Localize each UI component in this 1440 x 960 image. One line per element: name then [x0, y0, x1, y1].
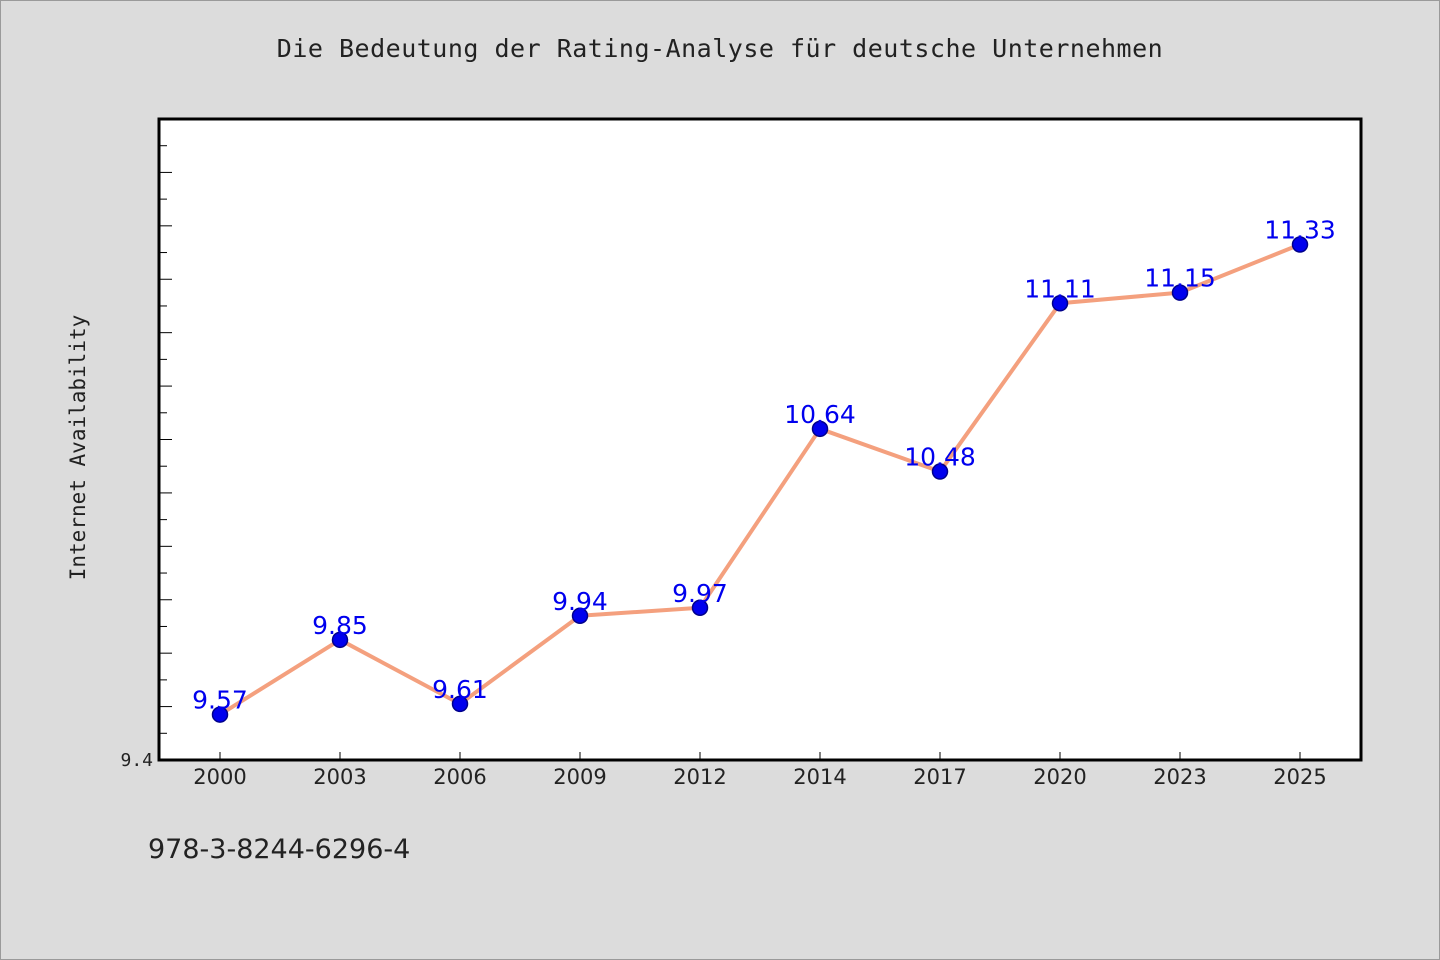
x-tick-label: 2003 [313, 765, 366, 789]
x-tick-label: 2009 [553, 765, 606, 789]
data-label: 9.97 [672, 579, 728, 608]
plot-area [159, 119, 1361, 760]
data-point [1051, 295, 1069, 312]
data-point [1171, 284, 1189, 301]
data-label: 9.94 [552, 587, 608, 616]
data-label: 11.33 [1264, 216, 1336, 245]
series-line-group [218, 242, 1302, 717]
data-labels: 9.57 9.85 9.61 9.94 9.97 10.64 10.48 11.11 11.15… [192, 216, 1336, 715]
isbn-text: 978-3-8244-6296-4 [148, 834, 411, 865]
chart-title: Die Bedeutung der Rating-Analyse für deu… [276, 34, 1164, 63]
plot-frame [157, 117, 1363, 762]
data-label: 10.48 [904, 443, 976, 472]
data-point [1291, 236, 1309, 253]
data-point [691, 599, 709, 617]
y-tick-labels: 9.4 [120, 750, 153, 771]
data-point [451, 695, 469, 713]
data-label: 11.11 [1024, 274, 1096, 303]
x-tick-label: 2020 [1033, 765, 1086, 789]
data-point [571, 607, 589, 625]
series-line [218, 242, 1302, 717]
data-markers [211, 236, 1309, 723]
data-label: 9.57 [192, 686, 248, 715]
data-point [811, 420, 829, 438]
x-tick-label: 2023 [1153, 765, 1206, 789]
x-tick-label: 2014 [793, 765, 846, 789]
data-point [211, 706, 229, 723]
x-tick-label: 2000 [193, 765, 246, 789]
x-tick-label: 2006 [433, 765, 486, 789]
data-label: 9.61 [432, 675, 488, 704]
x-tick-label: 2025 [1273, 765, 1326, 789]
data-point [331, 631, 349, 649]
data-label: 10.64 [784, 400, 856, 429]
data-label: 9.85 [312, 611, 368, 640]
data-label: 11.15 [1144, 264, 1216, 293]
data-point [931, 463, 949, 480]
x-tick-label: 2017 [913, 765, 966, 789]
x-tick-labels: 2000 2003 2006 2009 2012 2014 2017 2020 2023 2025 [193, 765, 1326, 789]
x-tick-label: 2012 [673, 765, 726, 789]
y-tick-label: 9.4 [120, 750, 153, 771]
y-axis-label: Internet Availability [66, 315, 90, 581]
